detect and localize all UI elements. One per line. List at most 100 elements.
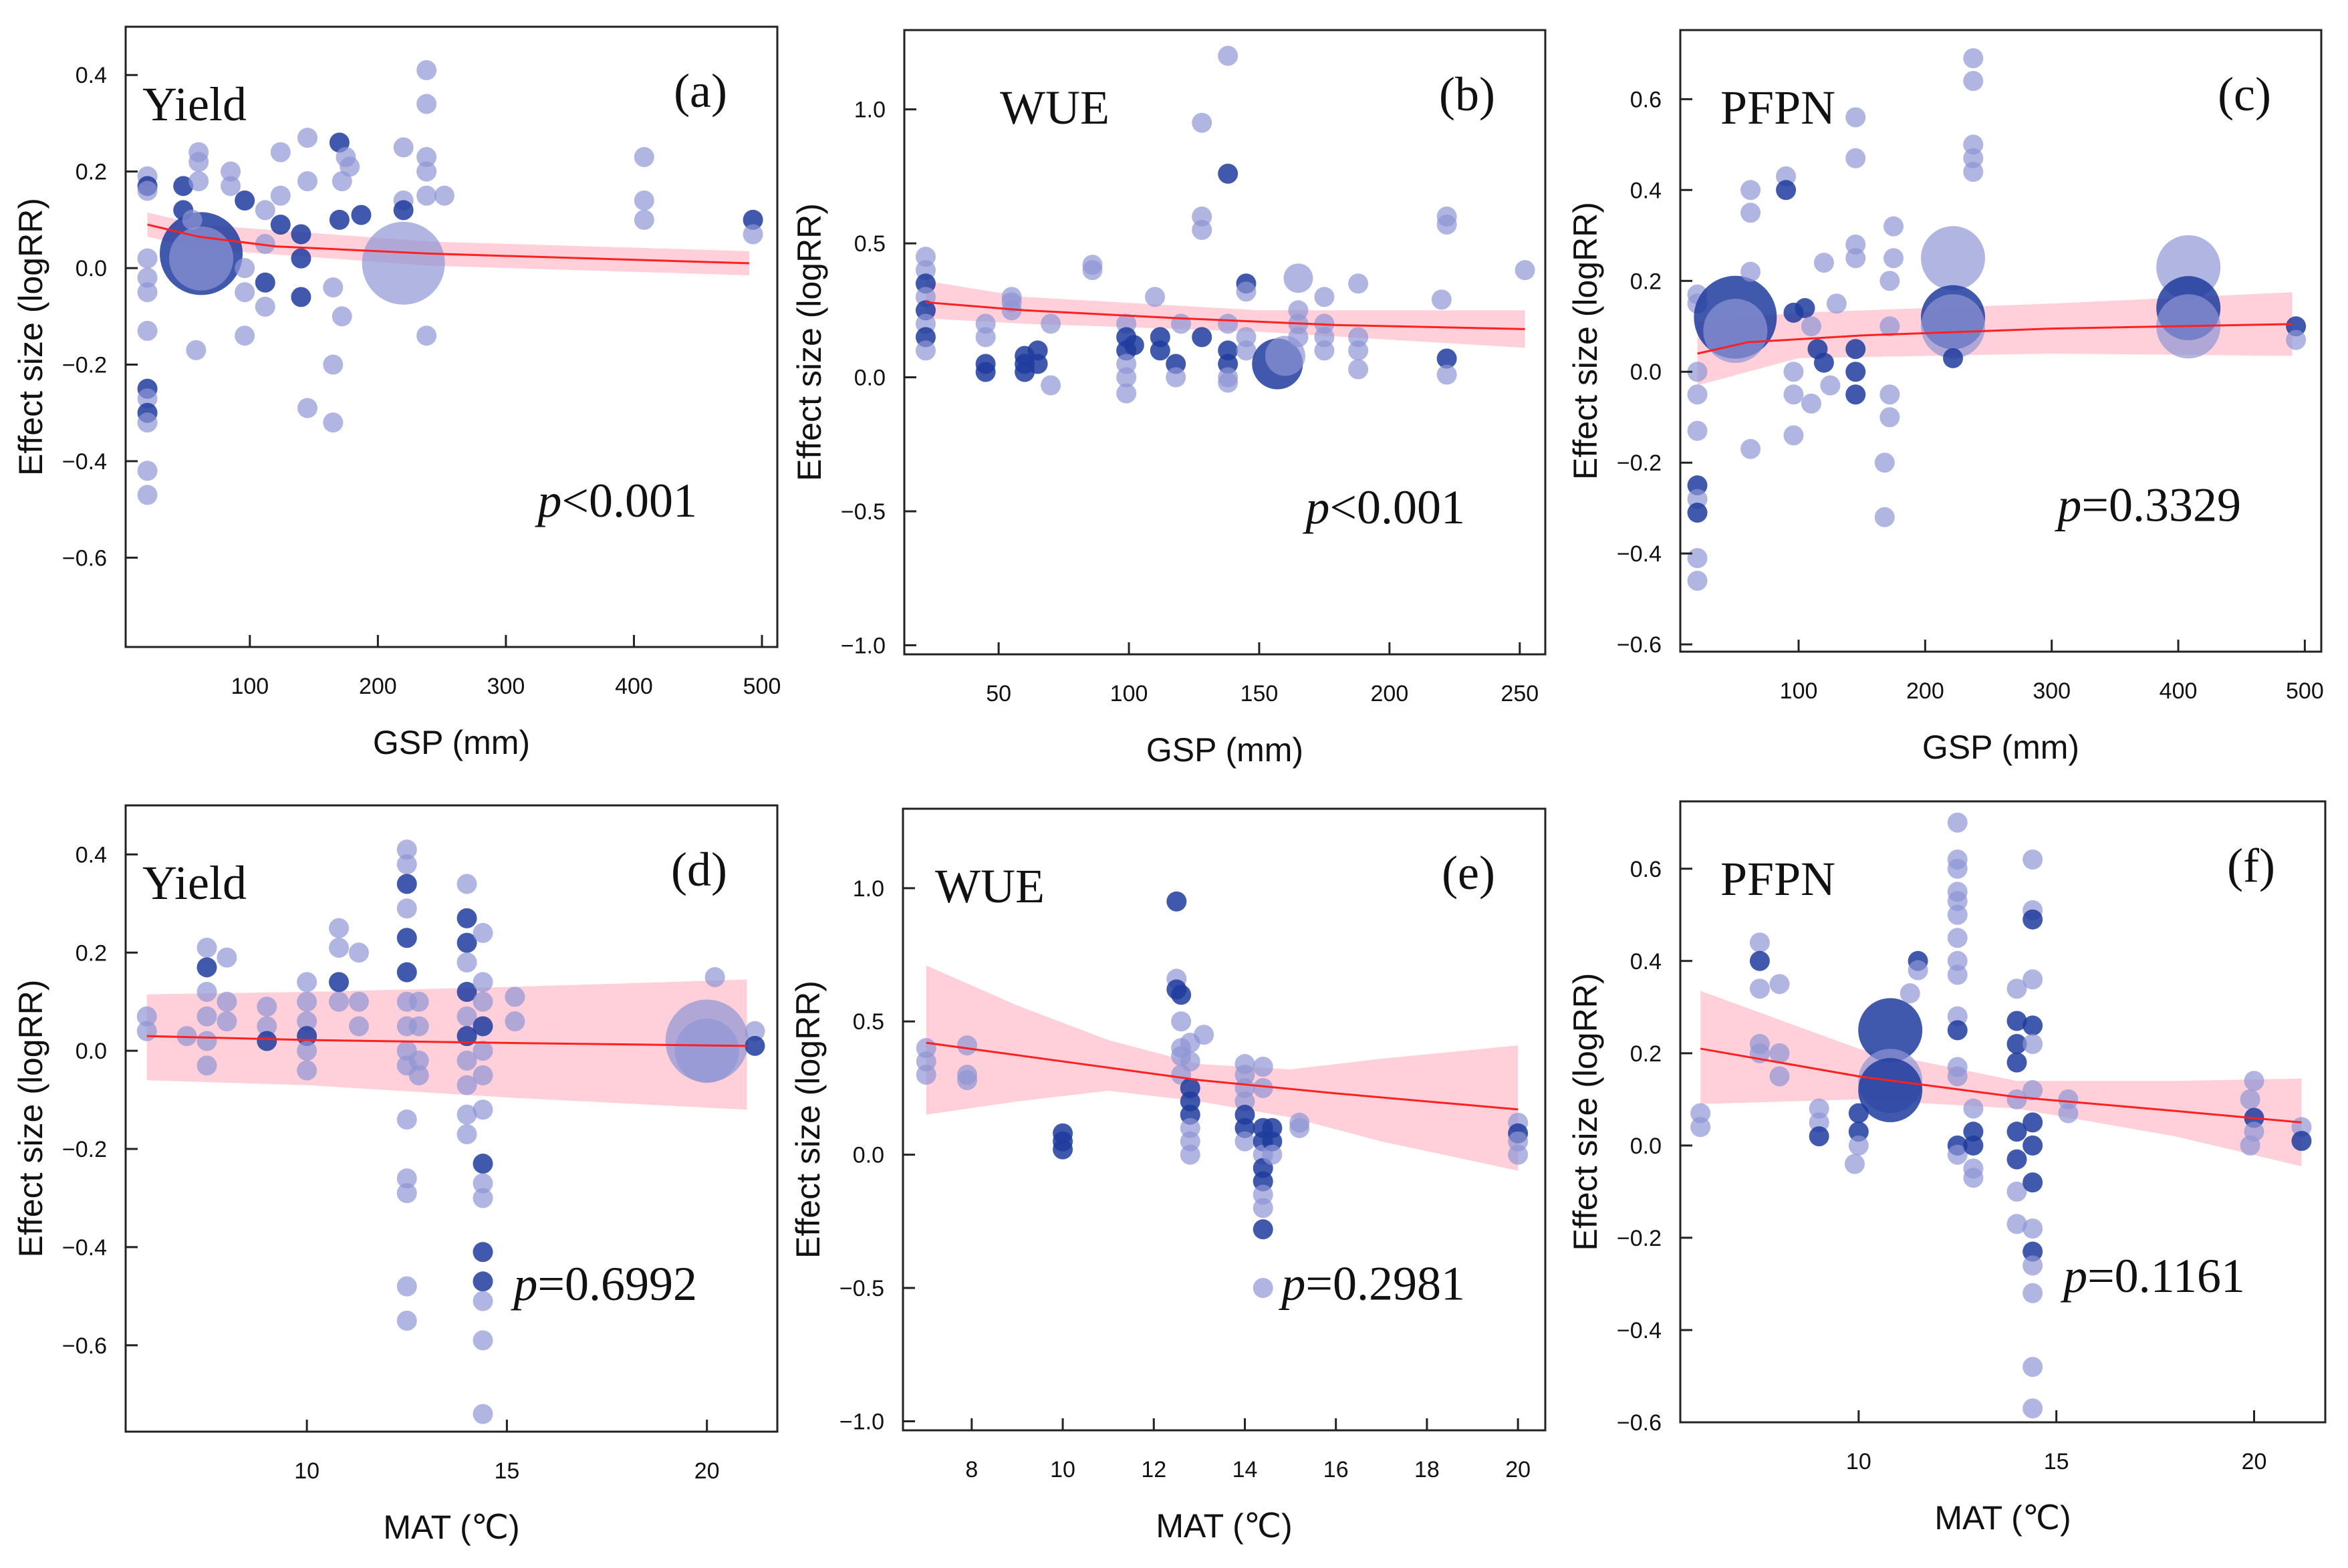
data-point [1253, 1278, 1273, 1299]
p-value: p=0.2981 [1278, 1257, 1465, 1311]
data-point [1848, 1135, 1869, 1156]
data-point [2286, 330, 2307, 350]
x-tick-label: 500 [743, 674, 781, 699]
data-point [396, 1109, 417, 1130]
data-point [1883, 248, 1904, 269]
data-point [1116, 367, 1137, 388]
data-point [1879, 316, 1900, 337]
data-point [1809, 1098, 1829, 1119]
data-point [634, 146, 654, 167]
y-tick-label: −0.4 [62, 1235, 107, 1261]
y-tick-label: 0.2 [1630, 269, 1662, 294]
x-tick-label: 100 [1110, 681, 1148, 706]
y-tick-label: −0.4 [62, 449, 107, 475]
y-tick-label: −0.4 [1617, 541, 1662, 567]
data-point [1740, 438, 1761, 459]
p-value-text: <0.001 [561, 474, 697, 527]
p-value: p<0.001 [1302, 481, 1465, 534]
x-tick-label: 20 [1505, 1457, 1531, 1482]
data-point [1844, 1154, 1865, 1174]
panel-label: (a) [674, 64, 727, 118]
data-point [197, 1055, 217, 1076]
data-point [291, 287, 311, 307]
data-point [1963, 71, 1984, 92]
panel-label: (f) [2227, 839, 2275, 892]
data-point [221, 161, 241, 182]
data-point [2058, 1089, 2079, 1109]
x-tick-label: 8 [965, 1457, 978, 1482]
data-point [217, 947, 237, 968]
data-point [1769, 974, 1790, 995]
data-points [916, 891, 1529, 1299]
data-point [1874, 452, 1895, 473]
data-point [473, 1016, 493, 1037]
data-point [257, 997, 277, 1017]
panel-label: (c) [2218, 68, 2271, 121]
data-point [416, 161, 437, 182]
data-point [1431, 289, 1452, 310]
data-point [473, 991, 493, 1012]
data-point [197, 1006, 217, 1027]
data-point [1749, 932, 1770, 953]
data-point [1947, 950, 1968, 971]
data-point [137, 267, 158, 288]
y-axis-label: Effect size (logRR) [12, 980, 49, 1258]
confidence-band [146, 979, 747, 1110]
data-point [1348, 273, 1369, 294]
x-tick-label: 400 [2160, 678, 2198, 704]
y-tick-label: −0.5 [841, 499, 886, 525]
plot-frame [1679, 29, 2323, 653]
data-point [221, 176, 241, 197]
data-point [2023, 1112, 2043, 1133]
p-symbol: p [510, 1257, 537, 1311]
data-point [270, 142, 291, 162]
data-point [1820, 375, 1841, 396]
data-point [2023, 1135, 2043, 1156]
data-point [257, 1016, 277, 1037]
plot-frame [124, 25, 779, 648]
data-point [1900, 983, 1920, 1004]
p-value-text: =0.2981 [1305, 1257, 1465, 1311]
x-tick-label: 150 [1241, 681, 1279, 706]
x-axis-label: MAT (℃) [383, 1509, 519, 1546]
data-point [137, 180, 158, 201]
data-point [332, 171, 352, 192]
data-point [1314, 287, 1335, 307]
data-point [2023, 969, 2043, 990]
p-symbol: p [2054, 479, 2081, 532]
data-point [2291, 1130, 2312, 1151]
data-point [2240, 1135, 2260, 1156]
data-point [1508, 1144, 1529, 1165]
data-point [1947, 891, 1968, 912]
data-point [1845, 384, 1866, 405]
data-point [416, 94, 437, 114]
y-tick-label: 0.5 [853, 1009, 884, 1035]
x-tick-label: 500 [2286, 678, 2324, 704]
x-tick-label: 18 [1414, 1457, 1440, 1482]
data-point [916, 1065, 936, 1085]
data-point [1947, 928, 1968, 948]
x-axis-label: GSP (mm) [1146, 731, 1303, 769]
data-point [396, 928, 417, 948]
y-tick-label: 0.4 [1630, 949, 1662, 974]
data-point [169, 226, 234, 291]
y-tick-label: 1.0 [853, 876, 884, 902]
data-point [136, 1006, 157, 1027]
data-point [473, 1330, 493, 1351]
data-point [2023, 849, 2043, 870]
p-value-text: =0.6992 [537, 1257, 697, 1311]
p-value: p=0.6992 [510, 1257, 697, 1311]
data-point [743, 224, 763, 245]
data-point [1879, 271, 1900, 291]
x-tick-label: 300 [487, 674, 525, 699]
data-point [257, 1031, 277, 1051]
x-tick-label: 14 [1232, 1457, 1258, 1482]
y-tick-label: −0.2 [1617, 450, 1662, 476]
data-point [456, 1124, 477, 1144]
data-point [408, 1050, 429, 1071]
data-point [137, 485, 158, 505]
data-point [1801, 316, 1821, 337]
data-point [291, 248, 311, 269]
data-point [456, 1006, 477, 1027]
panel-label: (e) [1442, 846, 1495, 900]
